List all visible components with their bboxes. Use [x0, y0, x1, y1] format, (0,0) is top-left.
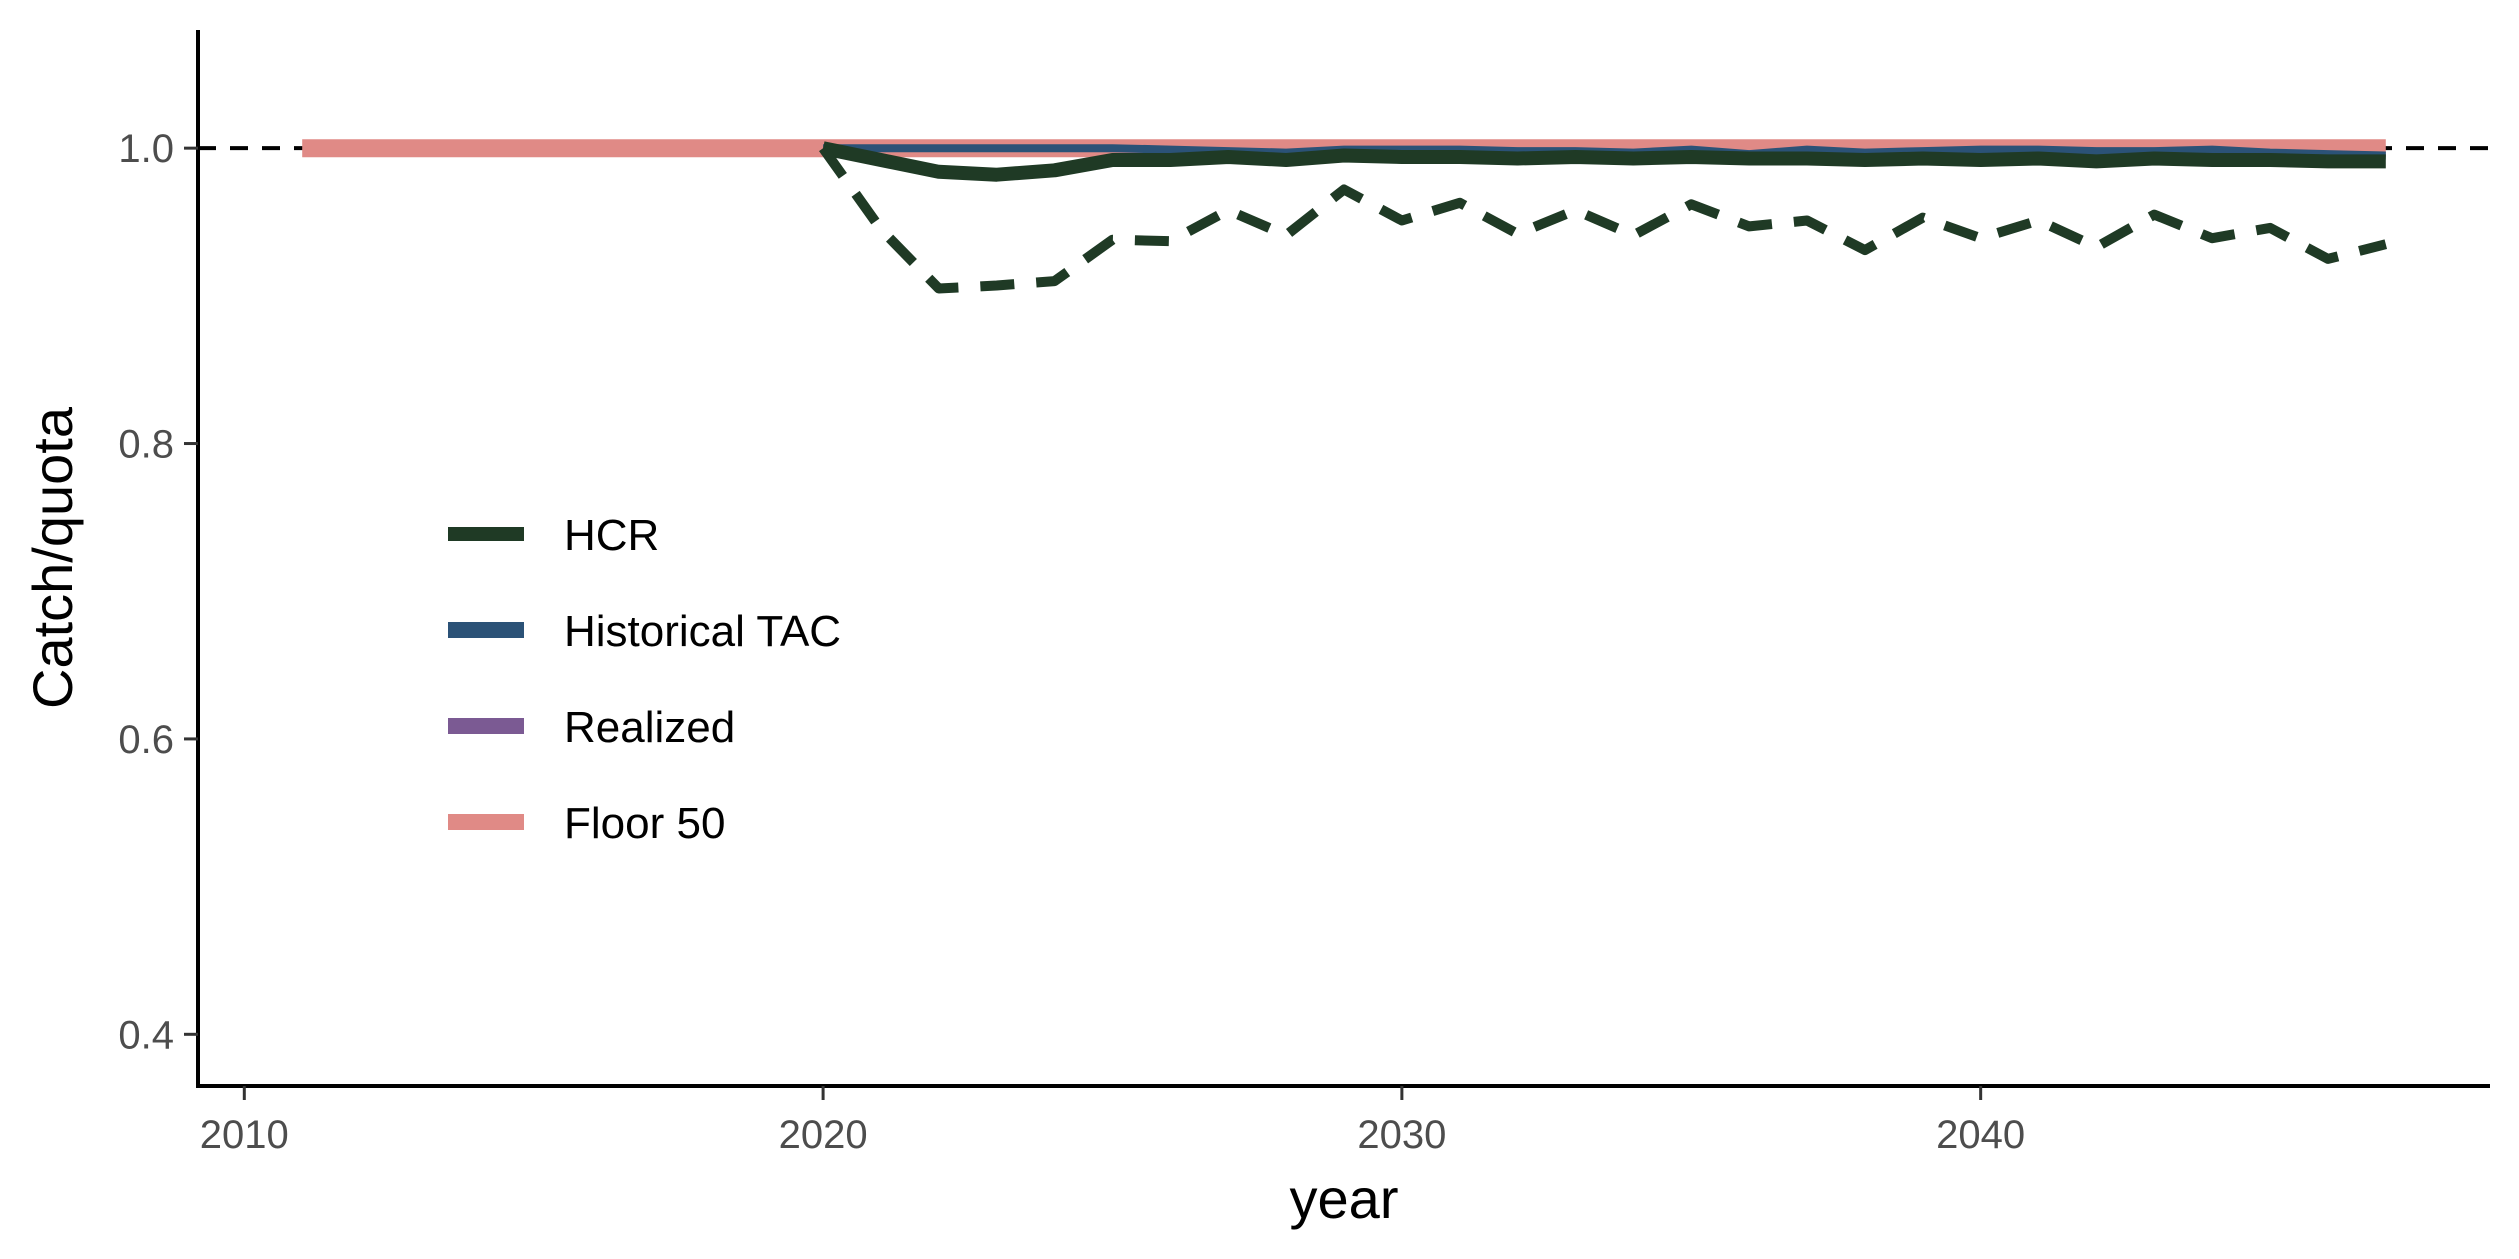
y-tick-label: 1.0: [118, 127, 174, 171]
y-tick-label: 0.6: [118, 718, 174, 762]
legend: HCR Historical TAC Realized Floor 50: [448, 511, 841, 848]
x-tick-label: 2040: [1936, 1113, 2025, 1157]
legend-label-floor-50: Floor 50: [564, 799, 725, 848]
axes-layer: [196, 30, 2490, 1088]
series-layer: [302, 139, 2388, 294]
x-tick-label: 2010: [200, 1113, 289, 1157]
ticks-layer: 2010 2020 2030 2040 0.4 0.6 0.8 1.0: [118, 127, 2025, 1157]
y-axis-title: Catch/quota: [21, 406, 84, 709]
legend-label-historical-tac: Historical TAC: [564, 607, 841, 656]
series-line-hcr-dashed: [819, 145, 2388, 294]
y-tick-label: 0.8: [118, 423, 174, 467]
legend-label-hcr: HCR: [564, 511, 659, 560]
x-axis-title: year: [1290, 1167, 1399, 1230]
x-tick-label: 2020: [779, 1113, 868, 1157]
legend-label-realized: Realized: [564, 703, 735, 752]
y-tick-label: 0.4: [118, 1013, 174, 1057]
series-line-hcr: [821, 141, 2386, 182]
x-tick-label: 2030: [1357, 1113, 1446, 1157]
